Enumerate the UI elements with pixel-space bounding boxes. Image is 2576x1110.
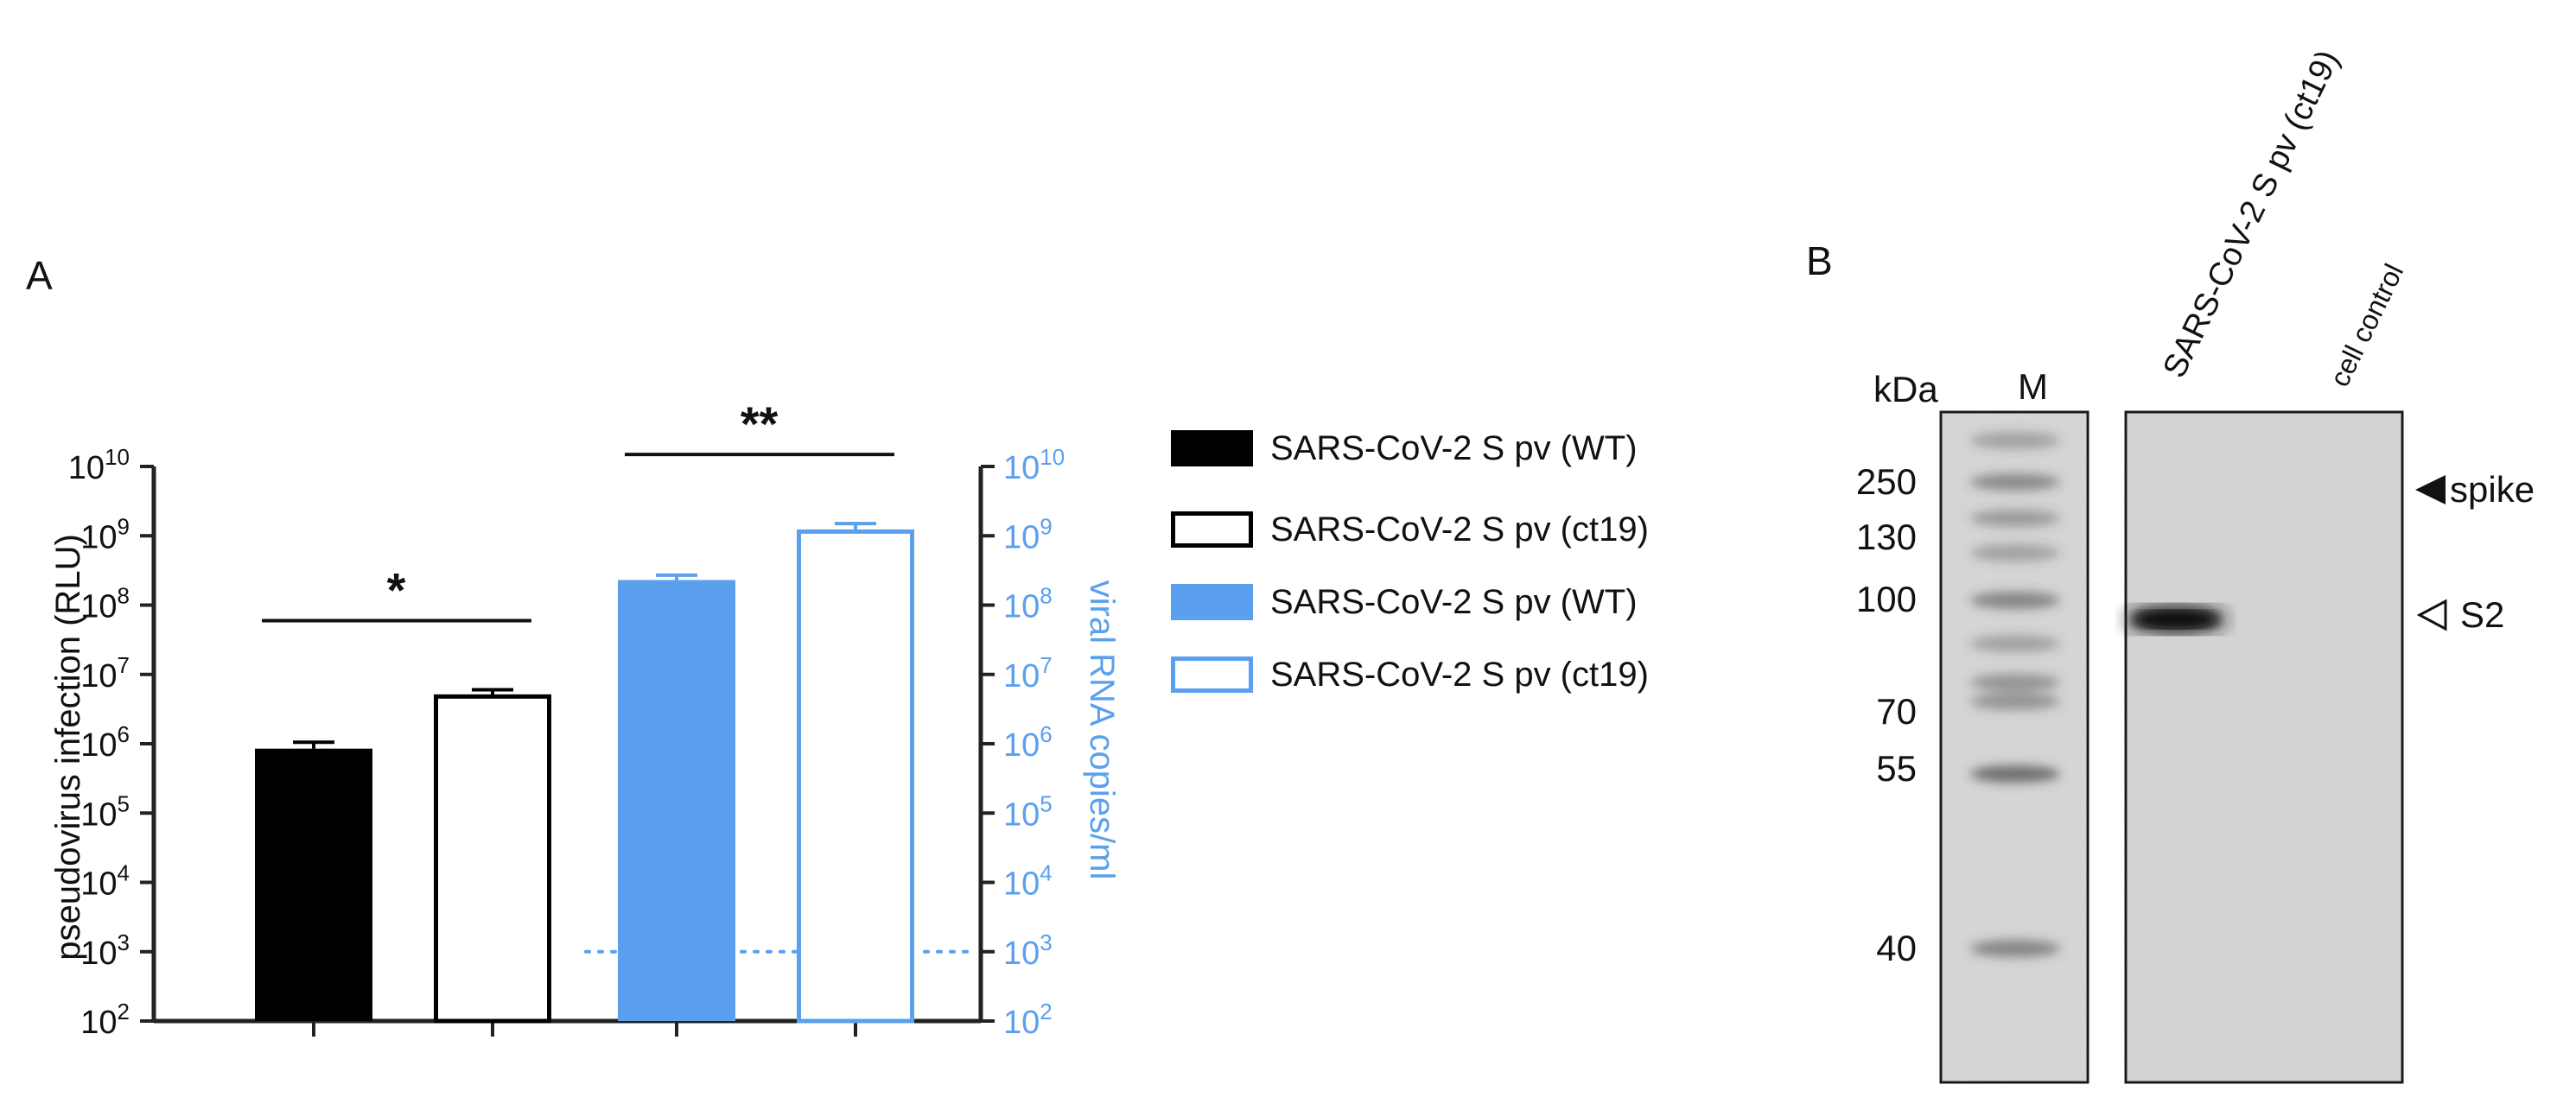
right-y-ticks: 102 103 104 105 106 107 108 109 1010 <box>981 444 1065 1041</box>
lane-label-cell-control: cell control <box>2324 259 2409 391</box>
legend-label: SARS-CoV-2 S pv (WT) <box>1270 429 1638 467</box>
marker-band <box>1970 765 2060 783</box>
legend-swatch <box>1171 584 1253 620</box>
marker-band <box>1970 940 2060 957</box>
kda-label: kDa <box>1873 369 1938 409</box>
s2-open-arrow-icon <box>2416 599 2447 631</box>
marker-band <box>1970 693 2060 710</box>
right-y-tick-label: 1010 <box>1003 444 1065 486</box>
spike-arrow-icon <box>2415 475 2446 504</box>
right-y-tick-label: 102 <box>1003 999 1053 1041</box>
s2-annotation: S2 <box>2460 594 2504 635</box>
marker-size-label: 40 <box>1876 928 1917 968</box>
marker-band <box>1970 473 2060 491</box>
legend-label: SARS-CoV-2 S pv (WT) <box>1270 583 1638 621</box>
left-y-tick-label: 105 <box>80 790 130 833</box>
marker-size-label: 100 <box>1856 579 1917 619</box>
sample-lane-blot <box>2124 410 2404 1084</box>
marker-band <box>1970 592 2060 609</box>
left-y-tick-label: 107 <box>80 652 130 695</box>
panel-b: B kDa M SARS-CoV-2 S pv (ct19) cell cont… <box>1806 45 2535 1084</box>
marker-band <box>1970 544 2060 561</box>
x-ticks <box>312 1021 857 1037</box>
marker-size-label: 130 <box>1856 517 1917 557</box>
panel-a-label: A <box>26 253 53 298</box>
marker-band <box>1970 635 2060 652</box>
left-y-tick-label: 103 <box>80 929 130 972</box>
lane-label-ct19: SARS-CoV-2 S pv (ct19) <box>2156 45 2346 384</box>
bar <box>255 748 372 1021</box>
marker-lane-label: M <box>2018 366 2048 407</box>
legend-swatch <box>1171 511 1253 548</box>
marker-size-label: 250 <box>1856 461 1917 502</box>
marker-lane-blot <box>1939 410 2089 1084</box>
bar <box>618 580 735 1021</box>
legend-label: SARS-CoV-2 S pv (ct19) <box>1270 656 1649 694</box>
legend-swatch <box>1171 430 1253 466</box>
legend: SARS-CoV-2 S pv (WT) SARS-CoV-2 S pv (ct1… <box>1171 429 1649 694</box>
marker-size-label: 70 <box>1876 691 1917 732</box>
significance-stars: ** <box>741 396 779 451</box>
right-y-tick-label: 106 <box>1003 721 1053 764</box>
significance-stars: * <box>387 563 406 618</box>
left-y-tick-label: 1010 <box>68 444 130 486</box>
bar <box>434 694 551 1024</box>
right-y-tick-label: 109 <box>1003 513 1053 555</box>
marker-size-labels: 250 130 100 70 55 40 <box>1856 461 1917 968</box>
left-y-tick-label: 109 <box>80 513 130 555</box>
left-y-tick-label: 102 <box>80 999 130 1041</box>
left-y-tick-label: 106 <box>80 721 130 764</box>
significance-markers: *** <box>262 396 894 623</box>
marker-band <box>1970 510 2060 527</box>
right-y-tick-label: 105 <box>1003 790 1053 833</box>
left-y-tick-label: 108 <box>80 583 130 625</box>
right-y-tick-label: 104 <box>1003 860 1053 903</box>
panel-a: A 102 103 104 105 106 107 108 109 1010 102 103 104… <box>26 253 1649 1041</box>
spike-annotation: spike <box>2450 469 2535 510</box>
right-y-axis-label: viral RNA copies/ml <box>1083 580 1121 880</box>
left-y-axis-label: pseudovirus infection (RLU) <box>49 534 87 961</box>
marker-band <box>1970 432 2060 449</box>
marker-band <box>1970 674 2060 691</box>
marker-size-label: 55 <box>1876 748 1917 789</box>
panel-b-label: B <box>1806 238 1833 283</box>
right-y-tick-label: 108 <box>1003 583 1053 625</box>
left-y-tick-label: 104 <box>80 860 130 903</box>
legend-swatch <box>1171 656 1253 693</box>
bars <box>255 522 914 1024</box>
right-y-tick-label: 107 <box>1003 652 1053 695</box>
right-y-tick-label: 103 <box>1003 929 1053 972</box>
legend-label: SARS-CoV-2 S pv (ct19) <box>1270 511 1649 549</box>
bar <box>797 529 914 1024</box>
